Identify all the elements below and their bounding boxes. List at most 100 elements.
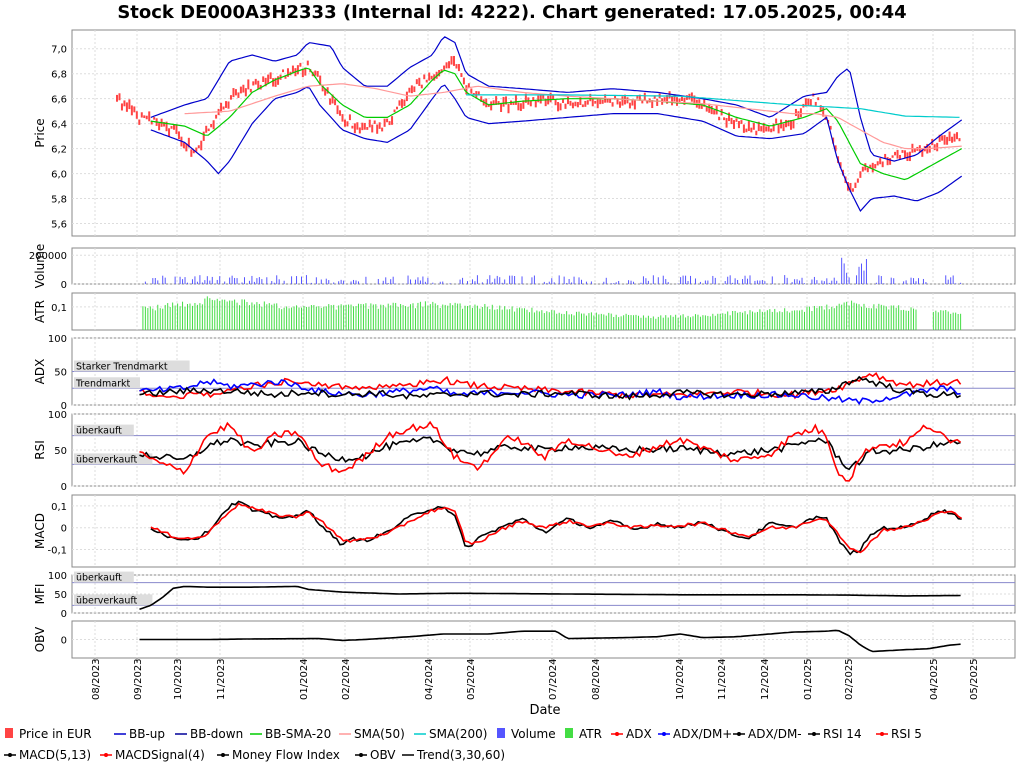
price-candle	[383, 118, 386, 127]
price-candle	[581, 104, 584, 108]
price-candle	[430, 75, 433, 80]
price-candle	[346, 121, 349, 127]
price-candle	[128, 99, 131, 110]
price-candle	[321, 84, 324, 92]
price-candle	[745, 128, 748, 133]
price-candle	[234, 89, 237, 96]
price-candle	[609, 98, 612, 103]
y-tick-label: 7,0	[51, 45, 67, 56]
price-candle	[507, 103, 510, 114]
price-candle	[210, 123, 213, 128]
series-line	[150, 36, 963, 162]
price-candle	[735, 118, 738, 122]
price-candle	[351, 125, 354, 129]
legend-label: BB-up	[129, 727, 165, 741]
price-candle	[200, 140, 203, 151]
price-candle	[497, 101, 500, 105]
price-candle	[725, 118, 728, 128]
price-candle	[135, 111, 138, 119]
price-candle	[921, 149, 924, 157]
y-axis-label-mfi: MFI	[33, 584, 47, 605]
price-candle	[891, 155, 894, 158]
price-candle	[775, 118, 778, 124]
price-candle	[133, 106, 136, 113]
y-axis-label-rsi: RSI	[33, 440, 47, 460]
price-candle	[829, 125, 832, 130]
price-candle	[254, 78, 257, 85]
price-candle	[886, 157, 889, 166]
price-candle	[215, 114, 218, 119]
price-candle	[864, 163, 867, 171]
legend-label: ADX/DM+	[673, 727, 732, 741]
x-tick-label: 10/2023	[173, 658, 184, 700]
price-candle	[789, 120, 792, 130]
y-tick-label: 6,6	[51, 95, 67, 106]
price-candle	[879, 158, 882, 165]
price-candle	[619, 101, 622, 108]
price-candle	[834, 145, 837, 152]
price-candle	[537, 95, 540, 103]
price-candle	[636, 95, 639, 99]
price-candle	[277, 76, 280, 85]
price-candle	[410, 85, 413, 94]
price-candle	[457, 64, 460, 72]
price-candle	[958, 138, 961, 142]
price-candle	[951, 136, 954, 143]
y-tick-label: 100	[48, 334, 67, 345]
price-candle	[220, 102, 223, 113]
legend-label: Price in EUR	[19, 727, 92, 741]
price-candle	[742, 124, 745, 133]
price-candle	[452, 55, 455, 66]
price-candle	[286, 68, 289, 77]
price-candle	[566, 96, 569, 105]
panel-atr: 0,1 ATR	[33, 292, 1016, 331]
price-candle	[425, 79, 428, 83]
price-candle	[524, 93, 527, 103]
legend-item: ADX/DM-	[733, 727, 802, 741]
price-candle	[519, 103, 522, 112]
price-candle	[755, 130, 758, 136]
price-candle	[428, 72, 431, 81]
legend-item: BB-down	[175, 727, 243, 741]
price-candle	[676, 97, 679, 106]
price-candle	[666, 95, 669, 104]
price-candle	[262, 76, 265, 82]
price-candle	[718, 116, 721, 121]
y-tick-label: 0	[61, 524, 67, 535]
price-candle	[319, 75, 322, 86]
price-candle	[358, 127, 361, 134]
price-candle	[889, 158, 892, 165]
price-candle	[626, 97, 629, 104]
legend-dot	[221, 753, 225, 757]
y-tick-label: 0,1	[51, 303, 67, 314]
price-candle	[611, 102, 614, 107]
threshold-label-bg	[74, 453, 153, 465]
price-candle	[480, 96, 483, 102]
price-candle	[817, 97, 820, 101]
legend-item: Volume	[497, 727, 556, 741]
price-candle	[393, 109, 396, 113]
price-candle	[552, 95, 555, 100]
price-candle	[187, 137, 190, 148]
price-candle	[378, 122, 381, 129]
legend-item: SMA(50)	[339, 727, 405, 741]
price-candle	[913, 148, 916, 153]
threshold-label-bg	[74, 360, 190, 372]
y-tick-label: 5,8	[51, 195, 67, 206]
price-candle	[884, 153, 887, 159]
legend-label: SMA(200)	[429, 727, 487, 741]
price-candle	[118, 93, 121, 101]
price-candle	[683, 97, 686, 105]
y-tick-label: 6,0	[51, 170, 67, 181]
price-candle	[408, 87, 411, 93]
price-candle	[710, 105, 713, 115]
price-candle	[529, 100, 532, 107]
threshold-label: überkauft	[76, 573, 122, 584]
price-candle	[760, 126, 763, 132]
legend-label: ADX/DM-	[748, 727, 802, 741]
legend-item: ATR	[565, 727, 602, 741]
price-candle	[896, 149, 899, 159]
legend-dot	[662, 732, 666, 736]
price-candle	[222, 106, 225, 110]
x-tick-label: 09/2023	[133, 658, 144, 700]
